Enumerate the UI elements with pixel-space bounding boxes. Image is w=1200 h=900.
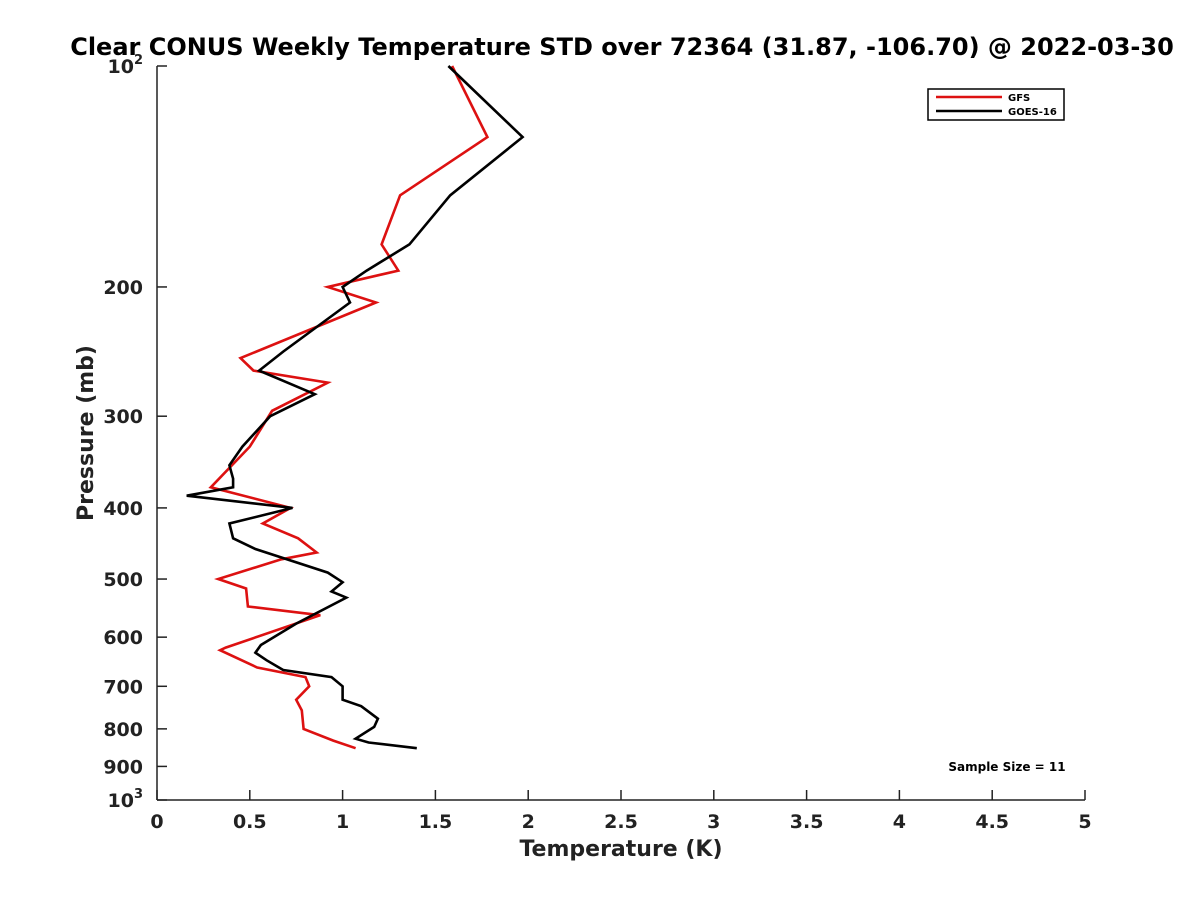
y-tick-label-base: 10 bbox=[108, 56, 134, 78]
y-tick-label: 500 bbox=[103, 569, 143, 591]
x-tick-label: 3.5 bbox=[790, 811, 824, 833]
y-tick-label: 300 bbox=[103, 406, 143, 428]
y-tick-label: 900 bbox=[103, 756, 143, 778]
x-tick-label: 1 bbox=[336, 811, 349, 833]
legend-box bbox=[927, 88, 1065, 121]
x-tick-label: 4.5 bbox=[975, 811, 1009, 833]
y-tick-label: 102 bbox=[108, 53, 144, 78]
x-tick-label: 4 bbox=[893, 811, 906, 833]
x-ticks: 0 0.5 1 1.5 2 2.5 3 3.5 4 4.5 5 bbox=[150, 790, 1092, 833]
y-tick-label: 600 bbox=[103, 627, 143, 649]
y-tick-label: 700 bbox=[103, 676, 143, 698]
x-axis-label: Temperature (K) bbox=[519, 837, 722, 862]
legend-label: GOES-16 bbox=[1008, 107, 1057, 118]
legend: GFS GOES-16 bbox=[927, 88, 1065, 121]
y-tick-label: 800 bbox=[103, 719, 143, 741]
x-tick-label: 2 bbox=[522, 811, 535, 833]
x-tick-label: 1.5 bbox=[419, 811, 453, 833]
y-tick-label-base: 10 bbox=[108, 790, 134, 812]
series-line-gfs bbox=[208, 65, 490, 750]
series-lines bbox=[186, 65, 525, 750]
y-axis-label: Pressure (mb) bbox=[74, 345, 99, 521]
y-tick-label: 103 bbox=[108, 787, 144, 812]
series-line-goes-16 bbox=[186, 65, 525, 750]
y-tick-label: 200 bbox=[103, 277, 143, 299]
x-tick-label: 0 bbox=[150, 811, 163, 833]
y-tick-label-exponent: 3 bbox=[134, 787, 143, 802]
x-tick-label: 5 bbox=[1078, 811, 1091, 833]
x-tick-label: 0.5 bbox=[233, 811, 267, 833]
y-tick-label: 400 bbox=[103, 498, 143, 520]
y-tick-label-exponent: 2 bbox=[134, 53, 143, 68]
x-tick-label: 3 bbox=[707, 811, 720, 833]
chart-title: Clear CONUS Weekly Temperature STD over … bbox=[70, 33, 1174, 61]
x-tick-label: 2.5 bbox=[604, 811, 638, 833]
legend-entries: GFS GOES-16 bbox=[936, 93, 1057, 118]
sample-size-annotation: Sample Size = 11 bbox=[948, 760, 1065, 774]
legend-label: GFS bbox=[1008, 93, 1030, 104]
